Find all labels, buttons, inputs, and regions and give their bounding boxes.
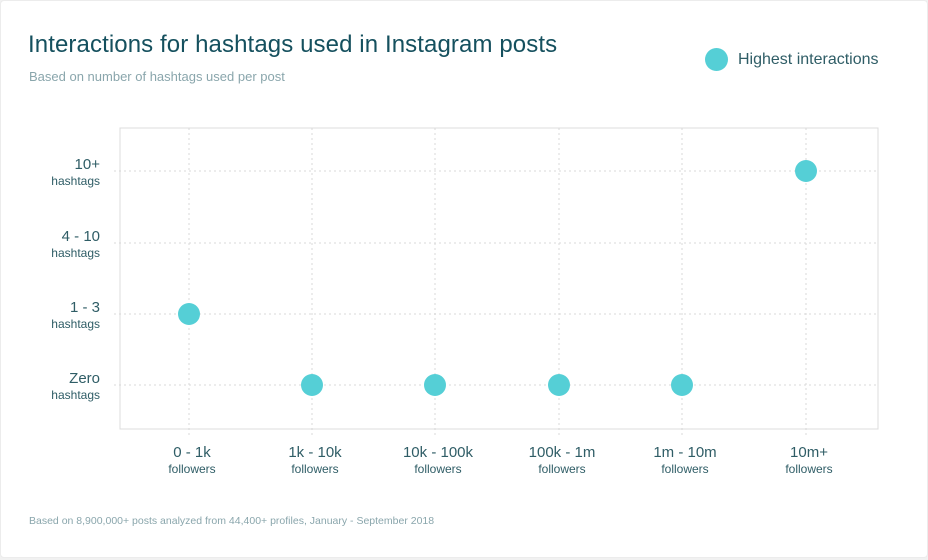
x-tick-sublabel: followers xyxy=(168,462,215,476)
footnote: Based on 8,900,000+ posts analyzed from … xyxy=(29,515,435,527)
chart-title: Interactions for hashtags used in Instag… xyxy=(28,31,558,58)
x-tick-label: 1m - 10m xyxy=(653,444,716,461)
x-tick-label: 10m+ xyxy=(790,444,828,461)
data-point xyxy=(795,160,817,182)
data-point xyxy=(548,374,570,396)
data-point xyxy=(301,374,323,396)
chart-subtitle: Based on number of hashtags used per pos… xyxy=(29,69,285,84)
data-point xyxy=(424,374,446,396)
x-tick-sublabel: followers xyxy=(661,462,708,476)
y-tick-label: Zero xyxy=(69,370,100,387)
x-tick-sublabel: followers xyxy=(538,462,585,476)
y-tick-label: 1 - 3 xyxy=(70,299,100,316)
x-tick-label: 0 - 1k xyxy=(173,444,211,461)
data-point xyxy=(671,374,693,396)
x-tick-sublabel: followers xyxy=(785,462,832,476)
y-tick-label: 10+ xyxy=(75,156,101,173)
legend-label: Highest interactions xyxy=(738,50,879,68)
x-tick-sublabel: followers xyxy=(414,462,461,476)
legend: Highest interactions xyxy=(705,48,879,71)
x-tick-label: 100k - 1m xyxy=(529,444,596,461)
x-tick-label: 1k - 10k xyxy=(288,444,342,461)
y-tick-sublabel: hashtags xyxy=(51,388,100,402)
y-tick-sublabel: hashtags xyxy=(51,174,100,188)
plot-frame xyxy=(119,127,879,430)
legend-marker xyxy=(705,48,728,71)
y-tick-sublabel: hashtags xyxy=(51,317,100,331)
y-tick-sublabel: hashtags xyxy=(51,246,100,260)
x-tick-sublabel: followers xyxy=(291,462,338,476)
data-point xyxy=(178,303,200,325)
y-tick-label: 4 - 10 xyxy=(62,228,100,245)
x-tick-label: 10k - 100k xyxy=(403,444,474,461)
